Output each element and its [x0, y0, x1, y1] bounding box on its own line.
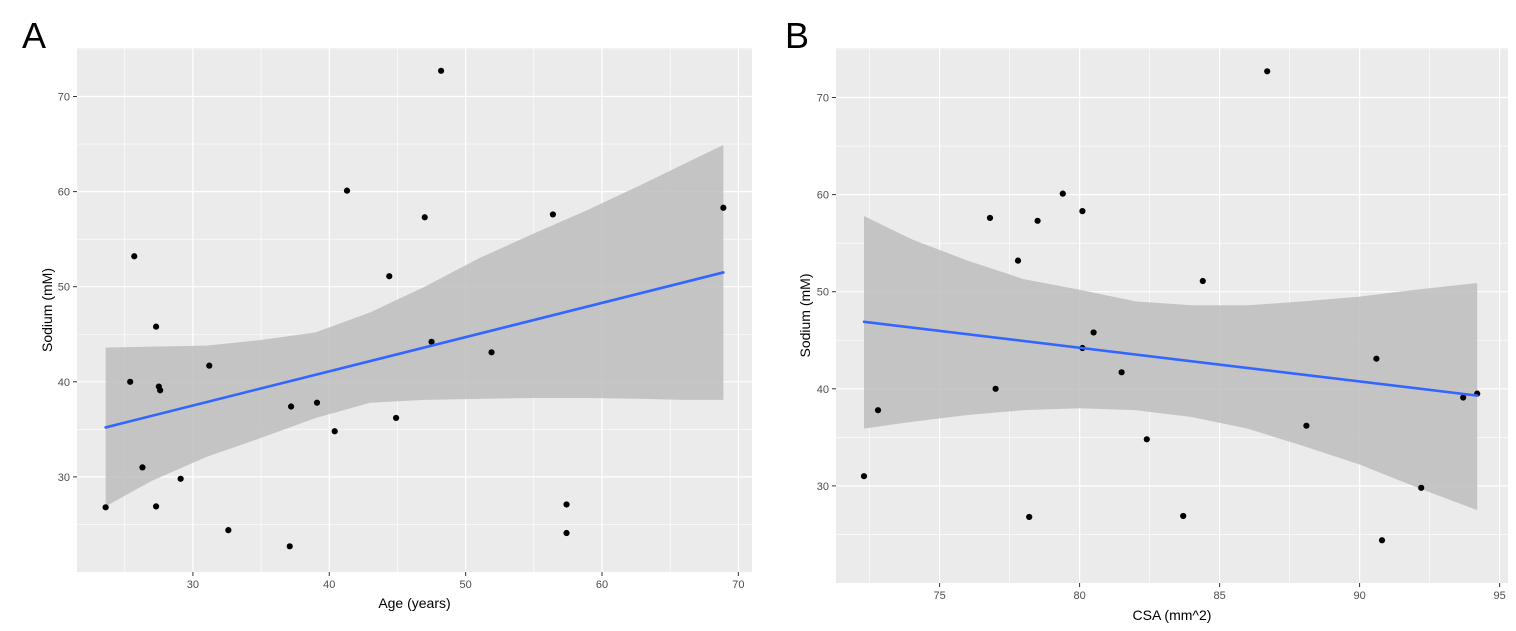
data-point	[386, 273, 393, 280]
x-tick-label: 30	[187, 579, 199, 591]
data-point	[1418, 484, 1425, 491]
data-point	[563, 529, 570, 537]
x-axis-title: Age (years)	[378, 595, 450, 611]
y-axis-title: Sodium (mM)	[39, 268, 55, 352]
x-tick-label: 95	[1493, 590, 1505, 602]
data-point	[1059, 190, 1066, 197]
y-tick-label: 70	[817, 93, 829, 105]
x-tick-label: 70	[732, 579, 744, 591]
data-point	[152, 503, 160, 510]
data-point	[139, 464, 146, 471]
data-point	[152, 323, 160, 330]
confidence-band	[864, 215, 1478, 511]
data-point	[177, 475, 184, 482]
x-tick-label: 90	[1353, 590, 1365, 602]
data-point	[992, 385, 999, 392]
chart-panel-a: 30 40 50 60 70 30 40 50 60 70 Age (years) Sodium (m…	[22, 15, 752, 611]
data-point	[1303, 422, 1310, 429]
data-point	[1378, 537, 1386, 544]
regression-line	[862, 320, 1479, 397]
x-tick-label: 85	[1213, 590, 1225, 602]
y-tick-label: 30	[817, 481, 829, 493]
data-point	[549, 211, 557, 218]
data-point	[206, 362, 213, 369]
data-point	[488, 349, 495, 356]
x-tick-label: 50	[460, 579, 472, 591]
chart-panel-b: 75 80 85 90 95 30 40 50 60 70 CSA (mm^2) Sodium (mM…	[785, 15, 1508, 623]
data-point	[1118, 369, 1125, 376]
data-point	[720, 204, 727, 211]
data-point	[563, 501, 570, 508]
data-point	[1460, 394, 1467, 401]
data-point	[1079, 208, 1086, 215]
x-tick-label: 80	[1073, 590, 1085, 602]
y-tick-label: 50	[58, 282, 70, 294]
data-point	[392, 414, 400, 422]
data-point	[102, 504, 109, 511]
data-point	[131, 253, 138, 260]
data-point	[157, 387, 164, 394]
data-point	[1026, 513, 1033, 521]
panel-letter: B	[785, 15, 809, 56]
y-tick-label: 70	[58, 92, 70, 104]
y-tick-label: 60	[58, 187, 70, 199]
y-axis-title: Sodium (mM)	[797, 273, 813, 357]
x-axis-title: CSA (mm^2)	[1133, 607, 1212, 623]
data-point	[343, 187, 351, 194]
data-point	[313, 399, 321, 406]
data-point	[1034, 217, 1041, 224]
y-tick-label: 40	[817, 384, 829, 396]
y-tick-label: 60	[817, 190, 829, 202]
x-tick-label: 40	[323, 579, 335, 591]
data-point	[437, 67, 445, 74]
confidence-band	[105, 145, 724, 507]
data-point	[331, 428, 338, 435]
data-point	[860, 473, 868, 480]
y-tick-label: 50	[817, 287, 829, 299]
data-point	[1143, 436, 1150, 443]
data-point	[421, 214, 428, 221]
data-point	[1180, 512, 1187, 520]
data-point	[1014, 257, 1022, 264]
data-point	[1199, 277, 1206, 285]
data-point	[874, 407, 882, 414]
data-point	[1264, 68, 1271, 75]
data-point	[986, 214, 994, 222]
x-tick-label: 75	[933, 590, 945, 602]
panel-letter: A	[22, 15, 46, 56]
regression-line	[104, 271, 725, 429]
data-point	[1373, 355, 1380, 362]
data-point	[286, 543, 293, 550]
x-tick-label: 60	[596, 579, 608, 591]
data-point	[127, 378, 134, 385]
data-point	[287, 403, 295, 410]
data-point	[225, 527, 232, 534]
data-point	[1090, 329, 1097, 336]
data-point	[428, 338, 435, 345]
y-tick-label: 30	[58, 472, 70, 484]
y-tick-label: 40	[58, 377, 70, 389]
